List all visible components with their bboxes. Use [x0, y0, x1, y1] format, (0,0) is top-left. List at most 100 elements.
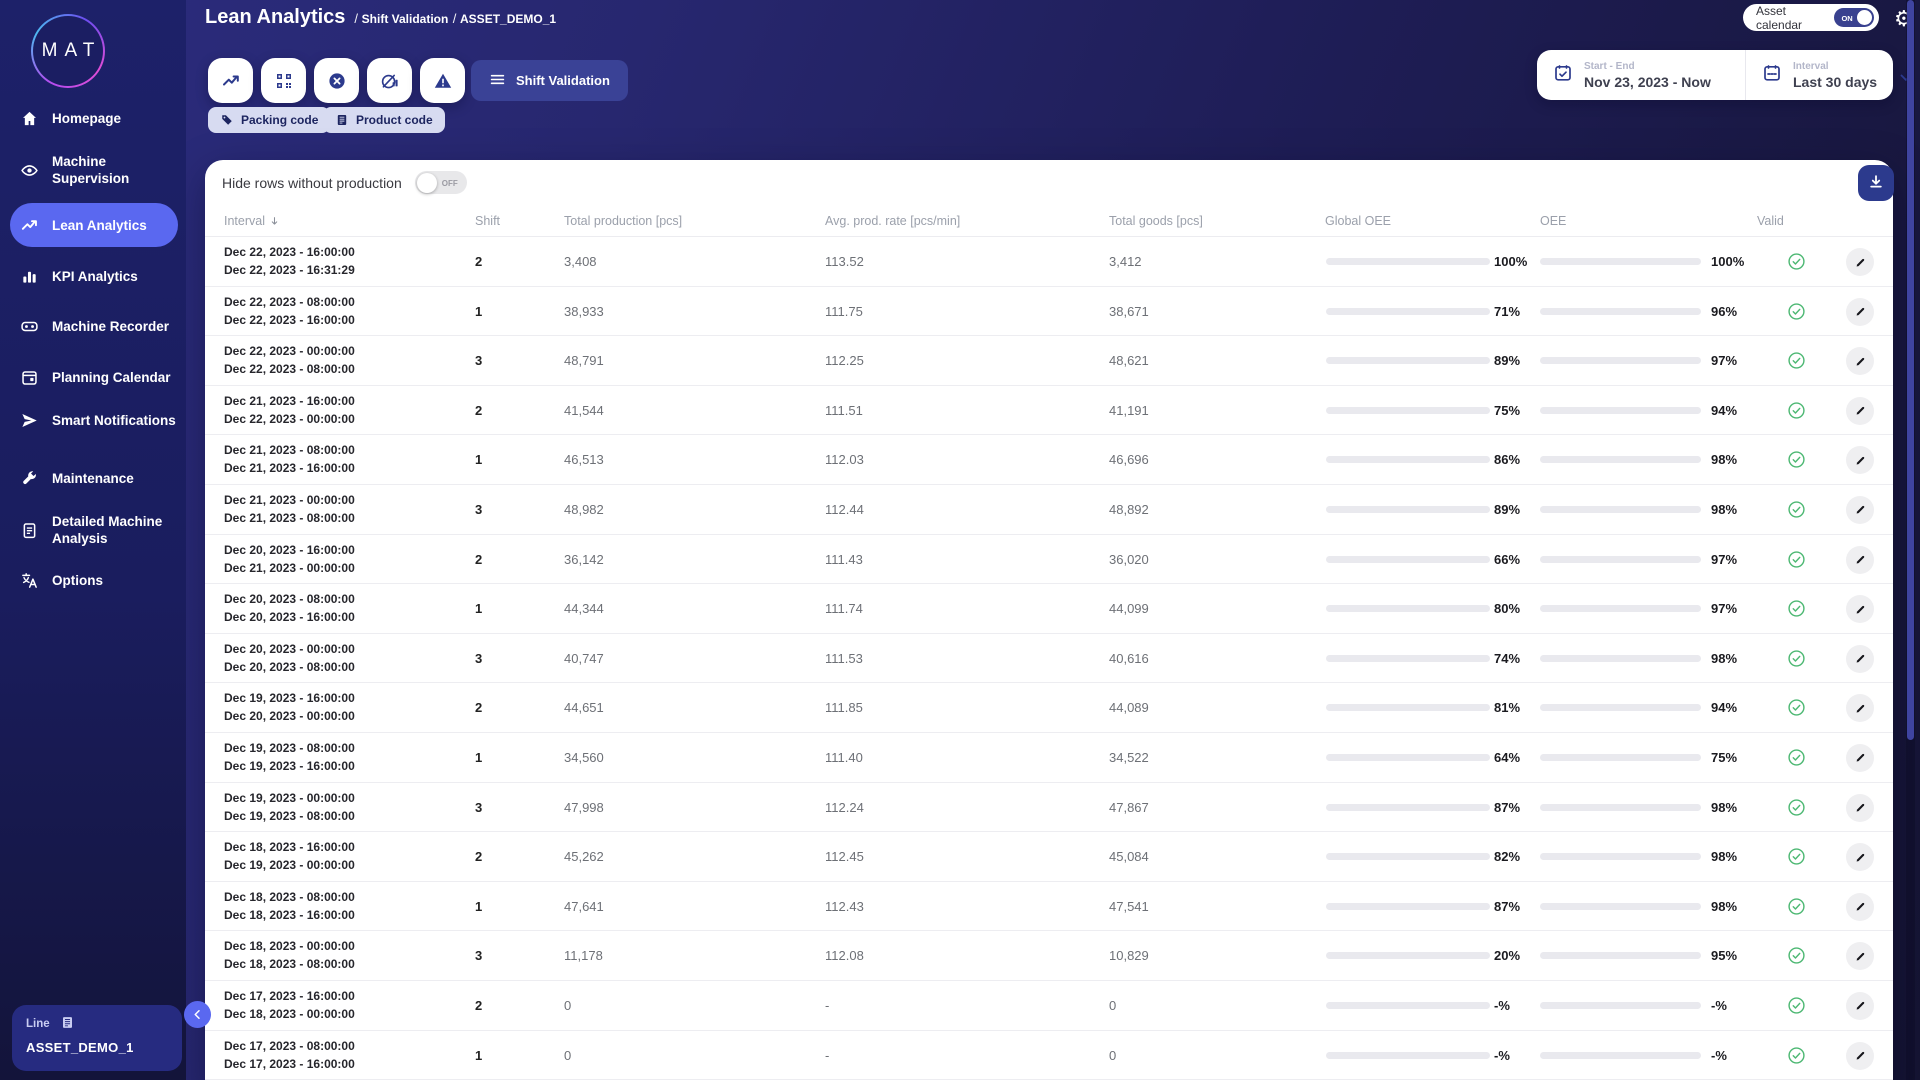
hide-rows-toggle[interactable]: OFF — [414, 171, 467, 194]
total-production-cell: 41,544 — [564, 402, 604, 418]
sidebar-item-detailed-machine-analysis[interactable]: Detailed Machine Analysis — [0, 513, 186, 547]
global-oee-bar — [1326, 357, 1490, 365]
edit-row-button[interactable] — [1846, 347, 1874, 376]
scrollbar-thumb[interactable] — [1907, 0, 1914, 740]
breadcrumb-item[interactable]: Shift Validation — [361, 12, 449, 26]
edit-row-button[interactable] — [1846, 942, 1874, 971]
edit-row-button[interactable] — [1846, 793, 1874, 822]
valid-check-icon — [1787, 996, 1806, 1015]
interval-picker[interactable]: Interval Last 30 days — [1745, 50, 1912, 100]
oee-value: 75% — [1711, 749, 1738, 765]
sidebar-item-machine-supervision[interactable]: Machine Supervision — [0, 153, 186, 187]
edit-row-button[interactable] — [1846, 1041, 1874, 1070]
sidebar-item-smart-notifications[interactable]: Smart Notifications — [0, 411, 186, 430]
edit-row-button[interactable] — [1846, 396, 1874, 425]
oee-value: -% — [1711, 997, 1727, 1013]
bars-icon — [23, 271, 36, 283]
edit-row-button[interactable] — [1846, 595, 1874, 624]
interval-cell: Dec 20, 2023 - 00:00:00 Dec 20, 2023 - 08… — [224, 640, 355, 676]
translate-icon — [22, 573, 37, 588]
edit-row-button[interactable] — [1846, 694, 1874, 723]
shift-cell: 2 — [475, 849, 483, 865]
oee-value: 94% — [1711, 700, 1738, 716]
column-header-interval[interactable]: Interval — [224, 214, 281, 228]
edit-row-button[interactable] — [1846, 892, 1874, 921]
sidebar-item-label: Detailed Machine Analysis — [52, 514, 163, 546]
sidebar-item-options[interactable]: Options — [0, 571, 186, 590]
checkbadge-icon — [1788, 1046, 1805, 1064]
sidebar-item-homepage[interactable]: Homepage — [0, 109, 186, 128]
asset-list-icon — [60, 1015, 75, 1033]
global-oee-value: -% — [1494, 1047, 1510, 1063]
interval-cell: Dec 20, 2023 - 08:00:00 Dec 20, 2023 - 16… — [224, 590, 355, 626]
interval-start: Dec 22, 2023 - 08:00:00 — [224, 294, 355, 309]
breadcrumb-item[interactable]: ASSET_DEMO_1 — [460, 12, 557, 26]
avg-prod-rate-cell: 112.45 — [825, 849, 864, 865]
oee-value: 98% — [1711, 650, 1738, 666]
oee-bar — [1540, 1051, 1701, 1059]
edit-row-button[interactable] — [1846, 446, 1874, 475]
trend-chart-button[interactable] — [208, 58, 253, 103]
total-goods-cell: 47,541 — [1109, 898, 1149, 914]
asset-calendar-pill[interactable]: Asset calendar ON — [1743, 4, 1879, 32]
interval-end: Dec 17, 2023 - 16:00:00 — [224, 1056, 355, 1071]
shift-cell: 2 — [475, 551, 483, 567]
shift-validation-view-button[interactable]: Shift Validation — [471, 60, 628, 101]
oee-value: 95% — [1711, 948, 1738, 964]
edit-row-button[interactable] — [1846, 495, 1874, 524]
oee-value: 100% — [1711, 254, 1745, 269]
edit-row-button[interactable] — [1846, 297, 1874, 326]
pencil-icon — [1856, 307, 1864, 316]
edit-row-button[interactable] — [1846, 843, 1874, 872]
asset-calendar-toggle[interactable]: ON — [1834, 8, 1874, 27]
total-production-cell: 0 — [564, 997, 572, 1013]
sidebar-collapse-button[interactable] — [184, 1001, 211, 1028]
code-grid-button[interactable] — [261, 58, 306, 103]
checkbadge-icon — [1788, 451, 1805, 468]
sidebar-item-planning-calendar[interactable]: Planning Calendar — [0, 368, 186, 387]
pencil-icon — [1856, 407, 1864, 415]
sidebar-item-label: Smart Notifications — [52, 413, 176, 428]
pencil-icon — [1856, 903, 1864, 911]
oee-bar — [1540, 505, 1701, 513]
avg-prod-rate-cell: 111.75 — [825, 303, 863, 319]
oee-bar — [1540, 357, 1701, 365]
checkbadge-icon — [1788, 550, 1805, 568]
sidebar-item-machine-recorder[interactable]: Machine Recorder — [0, 317, 186, 336]
chip-packing-code[interactable]: Packing code — [208, 107, 331, 133]
edit-row-button[interactable] — [1846, 248, 1874, 276]
checkbadge-icon — [1788, 848, 1805, 865]
asset-selector-card[interactable]: Line ASSET_DEMO_1 — [12, 1005, 182, 1071]
column-header-label: Shift — [475, 214, 501, 228]
total-production-cell: 36,142 — [564, 551, 604, 567]
sidebar-item-lean-analytics[interactable]: Lean Analytics — [10, 203, 178, 247]
gauge-report-button[interactable] — [367, 58, 412, 103]
oee-bar — [1540, 605, 1701, 613]
chip-product-code[interactable]: Product code — [323, 107, 445, 133]
cancel-circle-button[interactable] — [314, 58, 359, 103]
column-header-valid: Valid — [1757, 214, 1784, 228]
interval-end: Dec 19, 2023 - 16:00:00 — [224, 758, 355, 773]
sidebar-item-maintenance[interactable]: Maintenance — [0, 469, 186, 488]
edit-row-button[interactable] — [1846, 743, 1874, 772]
interval-cell: Dec 19, 2023 - 16:00:00 Dec 20, 2023 - 00… — [224, 689, 355, 725]
oee-bar — [1540, 902, 1701, 910]
sidebar-item-kpi-analytics[interactable]: KPI Analytics — [0, 267, 186, 286]
interval-start: Dec 19, 2023 - 16:00:00 — [224, 691, 355, 706]
start-end-picker[interactable]: Start - End Nov 23, 2023 - Now — [1537, 50, 1745, 100]
warning-button[interactable] — [420, 58, 465, 103]
oee-bar — [1540, 654, 1701, 662]
edit-row-button[interactable] — [1846, 545, 1874, 574]
interval-cell: Dec 19, 2023 - 00:00:00 Dec 19, 2023 - 08… — [224, 789, 355, 825]
column-header-total-goods-pcs-: Total goods [pcs] — [1109, 214, 1203, 228]
checkbadge-icon — [1788, 600, 1805, 617]
warning-icon — [434, 73, 451, 88]
table-row: Dec 19, 2023 - 16:00:00 Dec 20, 2023 - 00… — [205, 683, 1893, 733]
edit-row-button[interactable] — [1846, 644, 1874, 673]
oee-value: 98% — [1711, 898, 1738, 914]
edit-row-button[interactable] — [1846, 991, 1874, 1020]
download-button[interactable] — [1858, 165, 1894, 201]
breadcrumb-segments: / Shift Validation / ASSET_DEMO_1 — [354, 10, 556, 28]
total-goods-cell: 44,099 — [1109, 601, 1149, 617]
